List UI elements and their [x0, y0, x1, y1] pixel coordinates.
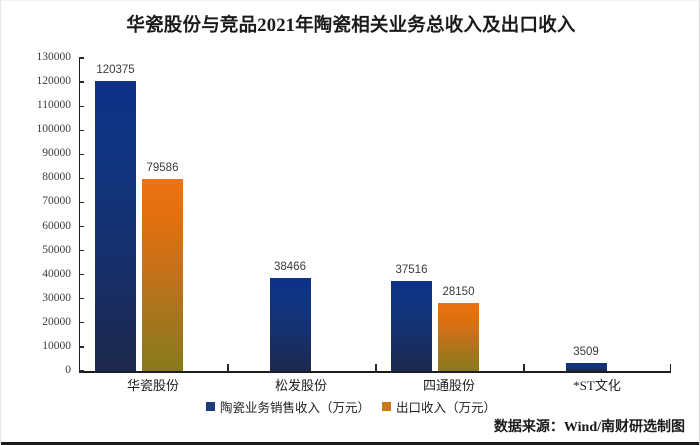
y-axis-tick-label: 20000: [42, 315, 71, 328]
chart-title: 华瓷股份与竞品2021年陶瓷相关业务总收入及出口收入: [126, 16, 576, 36]
y-axis-tick-label: 110000: [36, 99, 71, 112]
legend-item-sales[interactable]: 陶瓷业务销售收入（万元）: [205, 397, 370, 416]
y-axis-tick: [79, 201, 84, 204]
y-axis-tick-label: 130000: [36, 51, 72, 63]
x-axis-tick: [227, 364, 229, 372]
y-axis-tick-label: 60000: [42, 219, 71, 232]
y-axis-tick: [79, 129, 84, 131]
legend-swatch-icon: [382, 402, 391, 411]
category-label: 四通股份: [422, 378, 475, 393]
y-axis-tick-label: 80000: [42, 171, 71, 184]
legend-item-export[interactable]: 出口收入（万元）: [382, 397, 496, 416]
chart-legend: 陶瓷业务销售收入（万元） 出口收入（万元）: [1, 397, 699, 416]
y-axis-tick-label: 30000: [42, 291, 71, 304]
x-axis-right-cap: [669, 364, 672, 372]
bar-sales: [565, 362, 607, 371]
y-axis-line: [79, 58, 81, 372]
bar-export: [438, 303, 479, 371]
y-axis-tick: [79, 370, 84, 372]
y-axis-top-cap: [79, 58, 84, 60]
y-axis-tick: [79, 225, 84, 228]
bar-export: [142, 179, 183, 371]
bar-value-label: 28150: [442, 286, 475, 299]
bar-value-label: 120375: [96, 64, 135, 77]
legend-label: 陶瓷业务销售收入（万元）: [219, 401, 370, 415]
x-axis-tick: [523, 364, 525, 372]
y-axis-tick-label: 100000: [36, 123, 72, 136]
bar-sales: [391, 280, 432, 371]
legend-label: 出口收入（万元）: [396, 401, 497, 415]
legend-swatch-icon: [205, 402, 215, 411]
bar-sales: [269, 278, 311, 371]
y-axis-tick: [79, 81, 84, 83]
y-axis-tick-label: 10000: [42, 339, 71, 352]
y-axis-tick-label: 0: [65, 364, 71, 376]
category-label: 华瓷股份: [126, 378, 179, 393]
y-axis-tick: [79, 298, 84, 300]
y-axis-tick-label: 40000: [42, 267, 71, 280]
y-axis-tick-label: 90000: [42, 147, 71, 160]
bar-value-label: 37516: [395, 263, 428, 276]
y-axis-tick: [79, 57, 84, 59]
y-axis-tick: [79, 153, 84, 155]
bar-value-label: 79586: [146, 162, 179, 175]
category-label: 松发股份: [274, 378, 327, 393]
y-axis-tick-label: 50000: [42, 243, 71, 256]
source-note: 数据来源：Wind/南财研选制图: [493, 420, 685, 435]
x-axis-tick: [375, 364, 377, 372]
category-label: *ST文化: [573, 378, 621, 393]
y-axis-tick: [79, 346, 84, 348]
bar-value-label: 38466: [274, 261, 306, 274]
y-axis-tick: [79, 250, 84, 252]
bar-value-label: 3509: [573, 345, 599, 358]
y-axis-tick-label: 120000: [36, 75, 72, 88]
y-axis-tick: [79, 322, 84, 324]
y-axis-tick: [79, 177, 84, 179]
y-axis-tick-label: 70000: [42, 195, 71, 208]
bar-sales: [95, 81, 136, 371]
y-axis-tick: [79, 105, 84, 107]
y-axis-tick: [79, 274, 84, 276]
